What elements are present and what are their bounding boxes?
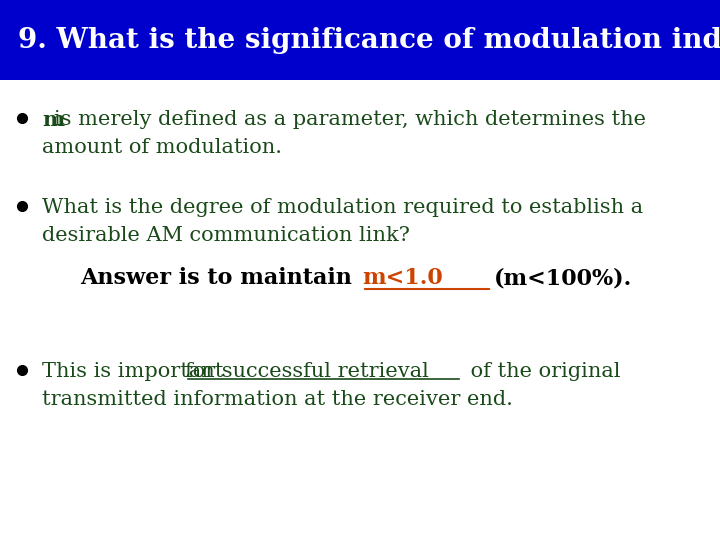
Text: This is important: This is important [42,362,230,381]
Text: for successful retrieval: for successful retrieval [185,362,429,381]
Text: is merely defined as a parameter, which determines the: is merely defined as a parameter, which … [54,110,646,129]
Text: (m<100%).: (m<100%). [494,267,632,289]
FancyBboxPatch shape [0,0,720,80]
Text: 9. What is the significance of modulation index ?: 9. What is the significance of modulatio… [18,26,720,53]
Text: transmitted information at the receiver end.: transmitted information at the receiver … [42,390,513,409]
Text: amount of modulation.: amount of modulation. [42,138,282,157]
Text: Answer is to maintain: Answer is to maintain [81,267,360,289]
Text: of the original: of the original [464,362,621,381]
Text: m<1.0: m<1.0 [362,267,443,289]
Text: desirable AM communication link?: desirable AM communication link? [42,226,410,245]
Text: m: m [42,110,64,130]
Text: What is the degree of modulation required to establish a: What is the degree of modulation require… [42,198,643,217]
